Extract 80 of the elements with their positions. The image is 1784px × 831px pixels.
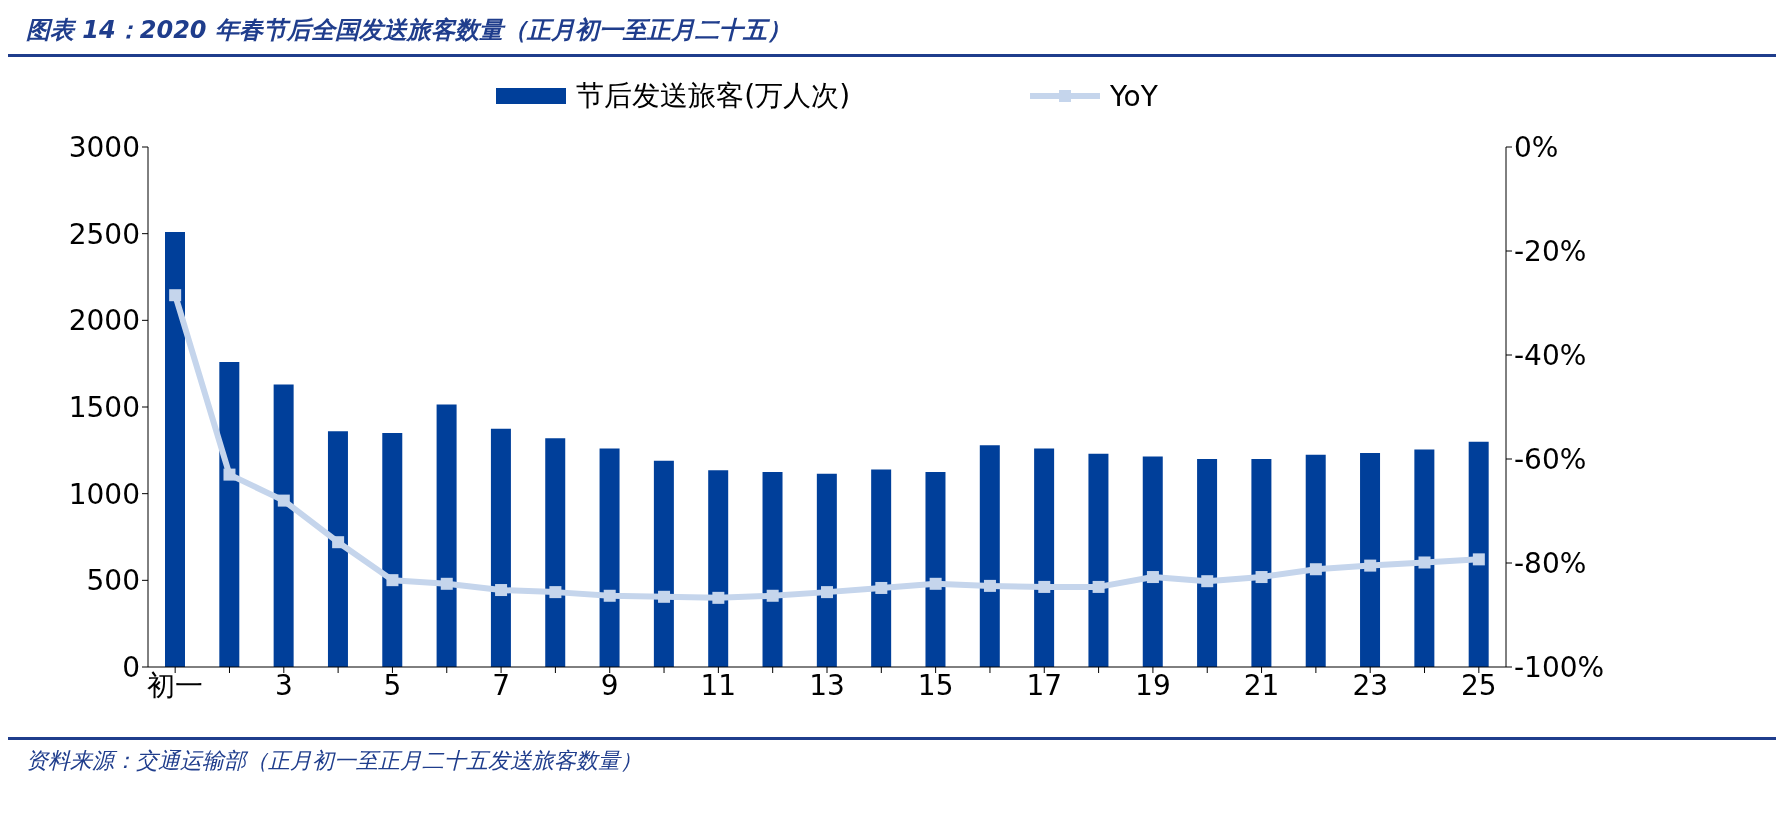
bar <box>219 361 240 667</box>
chart-title: 图表 14：2020 年春节后全国发送旅客数量（正月初一至正月二十五） <box>8 8 1776 57</box>
point <box>1255 571 1268 584</box>
x-tick-label: 13 <box>809 668 845 702</box>
x-tick-label: 17 <box>1026 668 1063 702</box>
bar <box>979 445 1000 667</box>
point <box>929 577 942 590</box>
bar <box>925 472 946 667</box>
x-tick-label: 19 <box>1135 668 1171 702</box>
x-tick-label: 11 <box>700 668 737 702</box>
point <box>495 584 508 597</box>
bar <box>762 472 783 667</box>
bar <box>1142 456 1163 667</box>
y-tick-label: 2000 <box>68 304 140 338</box>
y2-tick-label: -80% <box>1514 546 1587 580</box>
x-tick-label: 3 <box>274 668 293 702</box>
point <box>658 590 671 603</box>
x-tick-label: 15 <box>917 668 954 702</box>
y-tick-label: 3000 <box>68 130 140 164</box>
bar <box>1305 454 1326 667</box>
point <box>1309 563 1322 576</box>
bar <box>1197 459 1218 667</box>
bar <box>327 431 348 667</box>
x-tick-label: 5 <box>383 668 402 702</box>
bar <box>436 404 457 667</box>
y-tick-label: 1000 <box>68 477 140 511</box>
x-tick-label: 25 <box>1461 668 1497 702</box>
x-tick-label: 7 <box>492 668 510 702</box>
y2-tick-label: -20% <box>1514 234 1587 268</box>
point <box>332 536 345 549</box>
point <box>1146 571 1159 584</box>
bar <box>490 428 511 667</box>
point <box>983 579 996 592</box>
y-tick-label: 0 <box>122 650 140 684</box>
point <box>1418 556 1431 569</box>
bar <box>382 433 403 667</box>
y2-tick-label: -40% <box>1514 338 1587 372</box>
y2-tick-label: -60% <box>1514 442 1587 476</box>
point <box>440 577 453 590</box>
bar <box>1088 453 1109 667</box>
bar <box>871 469 892 667</box>
point <box>277 494 290 507</box>
legend-label: 节后发送旅客(万人次) <box>576 78 851 114</box>
bar <box>708 470 729 667</box>
point <box>1201 575 1214 588</box>
bar <box>165 231 185 667</box>
x-tick-label: 21 <box>1243 668 1280 702</box>
bar <box>1360 452 1381 667</box>
x-tick-label: 初一 <box>147 668 204 702</box>
point <box>875 581 888 594</box>
bar <box>545 438 566 667</box>
bar <box>599 448 620 667</box>
point <box>1364 559 1377 572</box>
x-tick-label: 23 <box>1352 668 1389 702</box>
point <box>1472 553 1485 566</box>
legend-label: YoY <box>1110 79 1158 113</box>
bar <box>1251 459 1272 667</box>
y-tick-label: 1500 <box>68 390 140 424</box>
y2-tick-label: -100% <box>1514 650 1605 684</box>
point <box>223 468 236 481</box>
bar <box>273 384 294 667</box>
point <box>386 574 399 587</box>
bar <box>816 473 837 667</box>
point <box>821 586 833 599</box>
y-tick-label: 2500 <box>68 217 140 251</box>
point <box>549 586 562 599</box>
point <box>1038 580 1051 593</box>
bar <box>1414 449 1435 667</box>
point <box>712 591 725 604</box>
y2-tick-label: 0% <box>1514 130 1559 164</box>
x-tick-label: 9 <box>600 668 619 702</box>
bar <box>1468 441 1489 667</box>
point <box>766 589 779 602</box>
text: 资料来源：交通运输部（正月初一至正月二十五发送旅客数量） <box>26 747 643 775</box>
y-tick-label: 500 <box>86 564 140 598</box>
point <box>169 289 182 302</box>
point <box>603 589 616 602</box>
bar <box>1034 448 1055 667</box>
point <box>1092 580 1105 593</box>
bar <box>653 460 674 667</box>
